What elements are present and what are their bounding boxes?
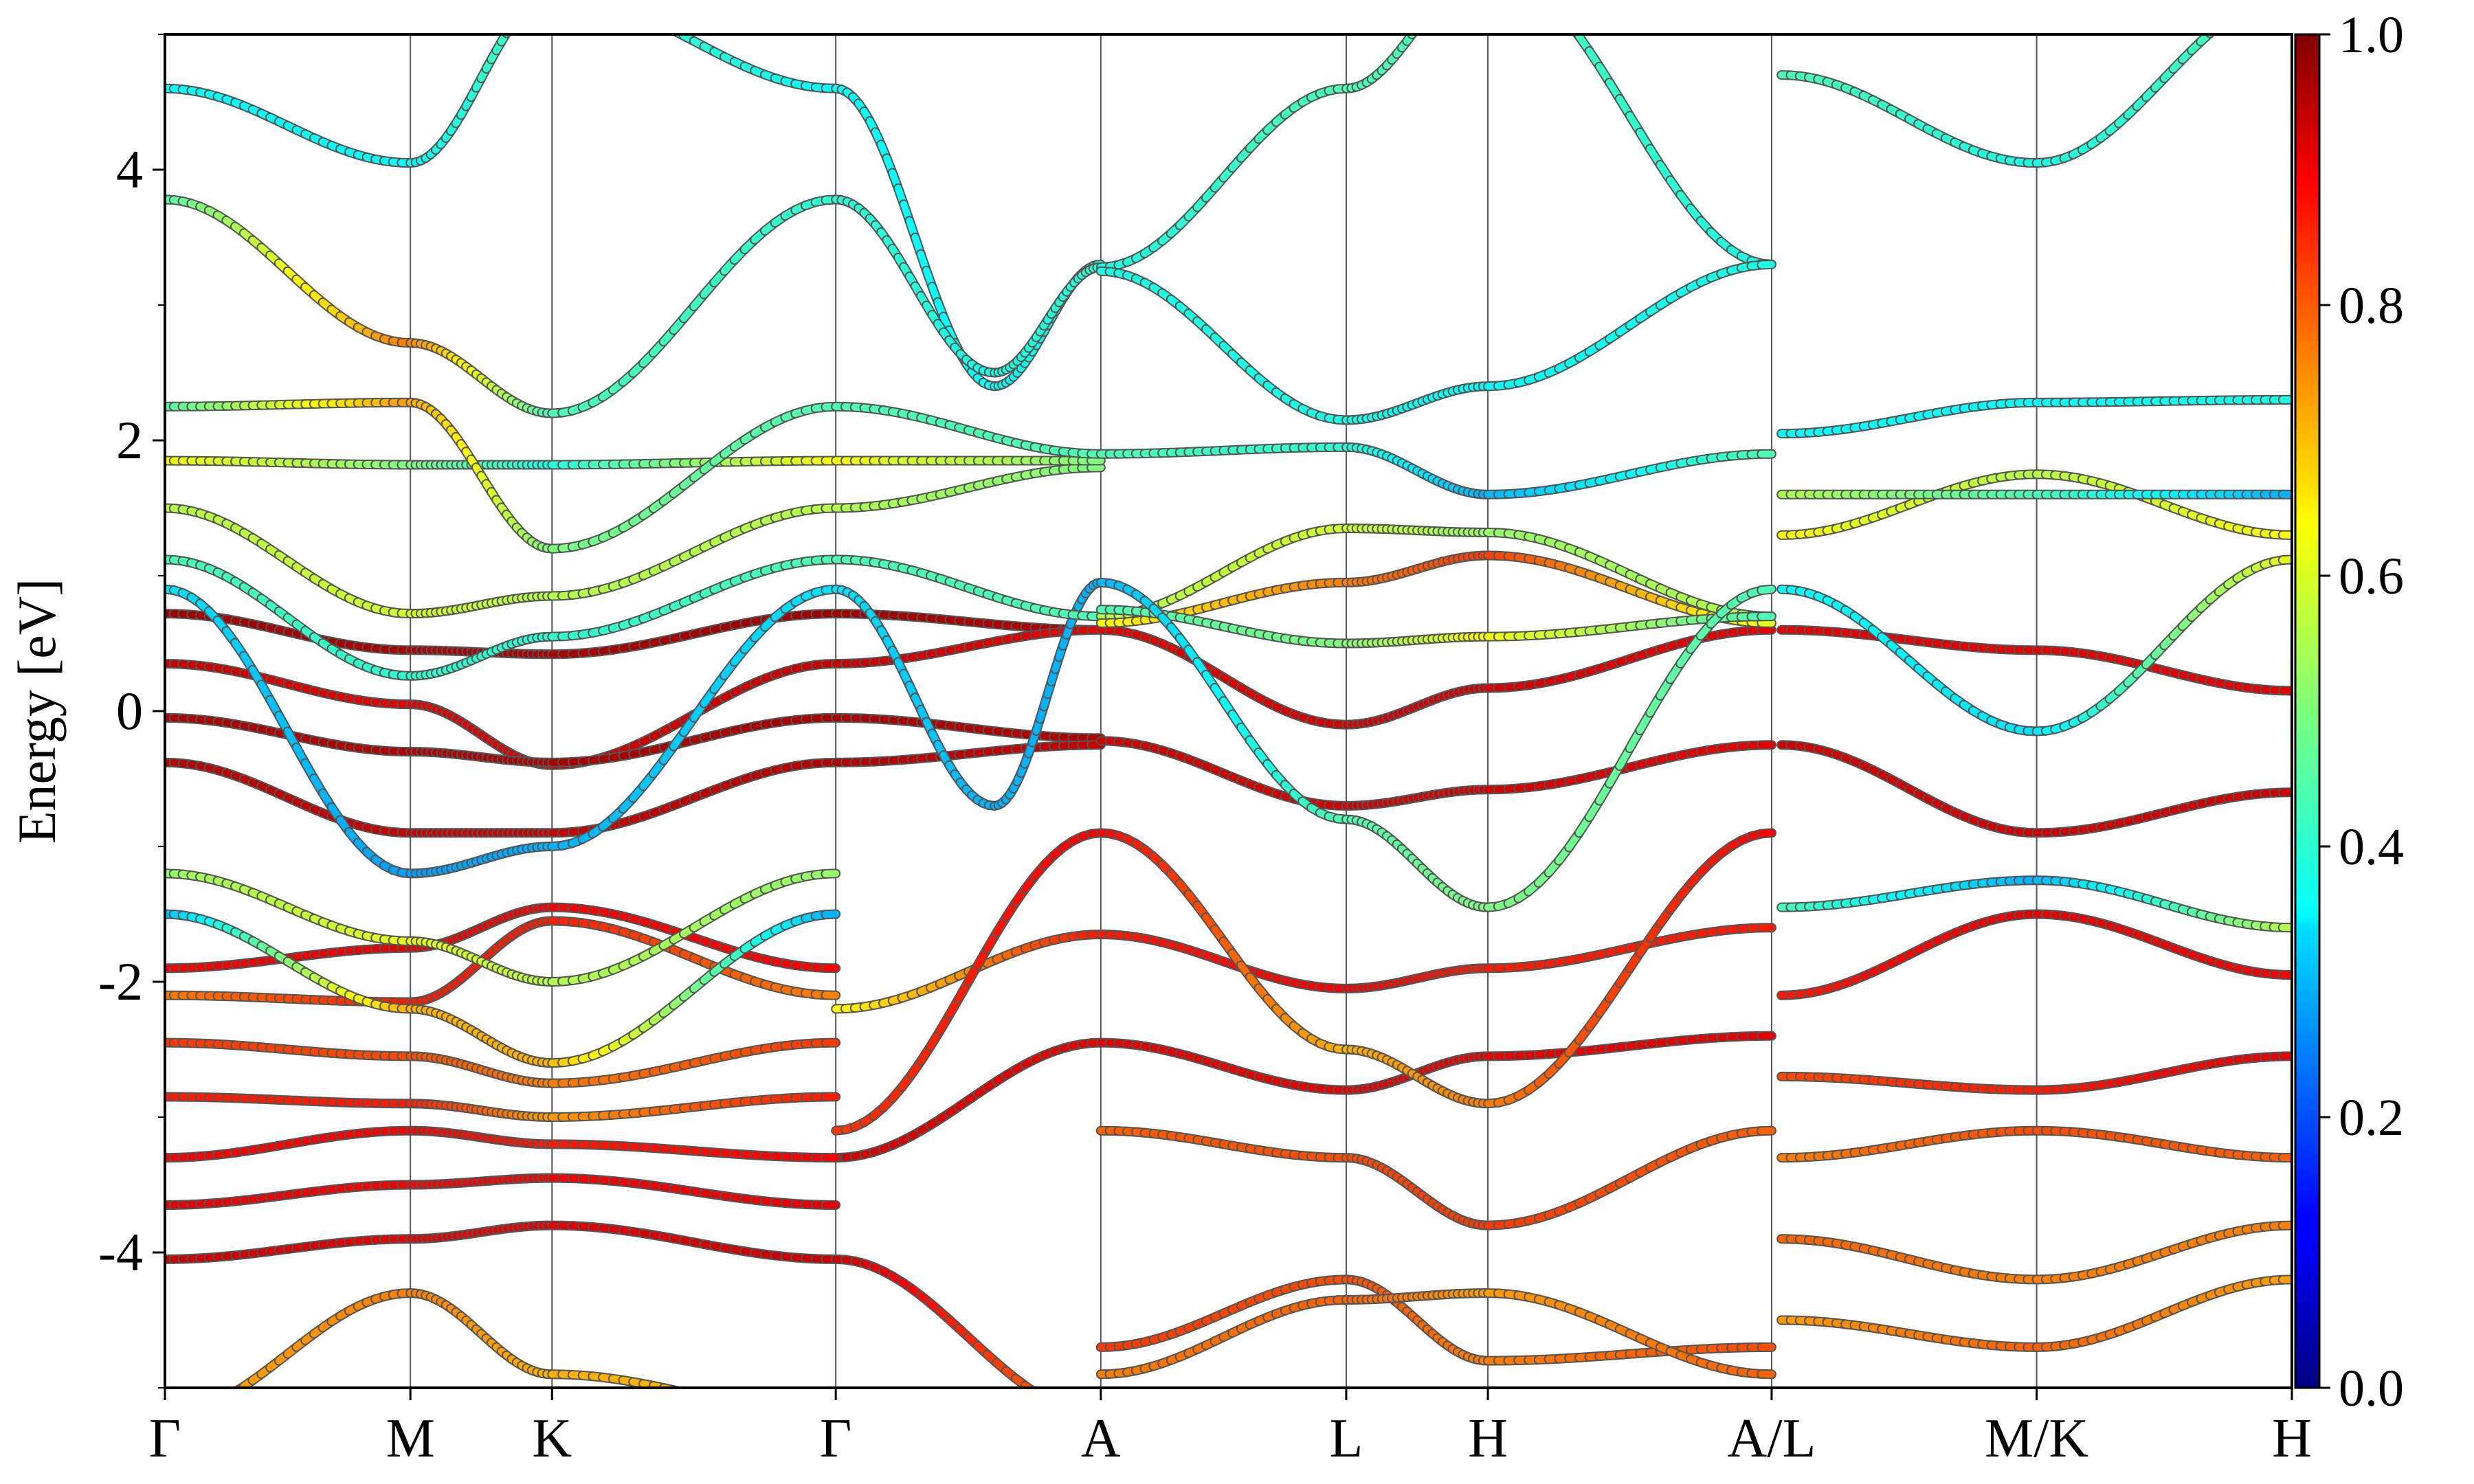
band-8: [165, 462, 1106, 619]
band-edge: [1559, 10, 1569, 23]
band-segment: [1559, 10, 1569, 23]
band-lines: [165, 0, 2292, 1388]
band-segment: [603, 1, 613, 3]
band-7: [165, 554, 1106, 681]
band-edge: [511, 19, 516, 25]
band-edge: [522, 7, 526, 12]
band-13: [1095, 0, 1776, 272]
band-4: [1095, 625, 1776, 730]
band-edge: [1422, 14, 1427, 21]
band-edge: [633, 12, 643, 16]
band-edge: [1417, 21, 1422, 27]
band-segment: [526, 2, 531, 7]
band-edge: [1432, 1, 1437, 8]
band-10: [165, 397, 1106, 554]
band-segment: [1549, 0, 1559, 10]
band-edge: [502, 34, 512, 38]
band-edge: [603, 1, 613, 3]
band-segment: [654, 21, 664, 25]
band-segment: [522, 7, 526, 12]
band-edge: [526, 2, 531, 7]
band-segment: [517, 12, 522, 19]
band-15: [1095, 442, 1776, 499]
band-segment: [511, 19, 516, 25]
band-5: [1095, 736, 1776, 811]
band-14: [1095, 259, 1776, 425]
band-18: [1095, 605, 1776, 649]
band-23: [1095, 1125, 1776, 1230]
band-segment: [633, 12, 643, 16]
band-9: [165, 456, 1106, 470]
band-segment: [592, 0, 603, 1]
band-segment: [1417, 21, 1422, 27]
band-segment: [643, 16, 654, 21]
band-segment: [613, 4, 623, 8]
band-segment: [663, 25, 673, 30]
band-segment: [1758, 585, 1775, 594]
band-segment: [623, 8, 634, 12]
band-edge: [1427, 8, 1432, 14]
band-edge: [1549, 0, 1559, 10]
band-edge: [592, 0, 603, 1]
band-6: [165, 577, 1106, 879]
band-edge: [1437, 0, 1442, 1]
band-edge: [517, 12, 522, 19]
band-edge: [623, 8, 634, 12]
band-segment: [1422, 14, 1427, 21]
band-segment: [1437, 0, 1442, 1]
band-segment: [532, 0, 537, 2]
band-19: [1095, 577, 1776, 912]
band-edge: [654, 21, 664, 25]
band-21: [831, 1031, 1776, 1163]
band-edge: [643, 16, 654, 21]
band-segment: [1432, 1, 1437, 8]
band-12: [165, 194, 1106, 418]
band-3: [165, 740, 1106, 838]
band-edge: [532, 0, 537, 2]
band-11: [165, 0, 1106, 392]
band-segment: [503, 34, 511, 37]
band-edge: [670, 34, 677, 36]
band-segment: [1427, 8, 1432, 14]
plot-area: [164, 0, 2293, 1389]
band-edge: [613, 4, 623, 8]
